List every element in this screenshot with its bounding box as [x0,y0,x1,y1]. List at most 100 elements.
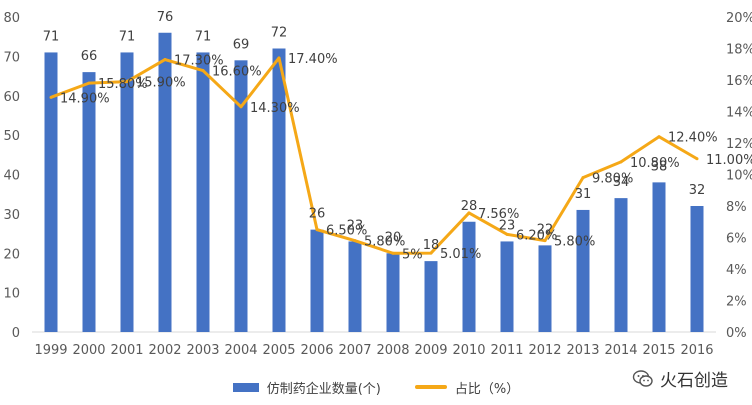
bar [538,245,552,332]
line-data-labels: 14.90%15.80%15.90% 17.30%16.60% 14.30% 17.4… [60,52,752,262]
legend-swatch-line [414,385,447,389]
bar [120,52,134,332]
bar [424,261,438,332]
y-right-tick: 18% [726,43,752,58]
line-point [581,176,585,180]
bar [576,209,590,332]
bar-data-label: 28 [461,199,478,214]
y-left-tick: 70 [3,50,20,65]
x-tick-label: 2014 [604,343,637,358]
y-right-tick: 10% [726,169,752,184]
line-data-label: 6.20% [516,228,557,243]
line-point [505,232,509,236]
x-tick-label: 2015 [642,343,675,358]
bar-data-label: 18 [423,238,440,253]
line-data-label: 15.90% [136,76,186,91]
line-data-label: 12.40% [668,131,718,146]
line-point [391,251,395,255]
bar [348,241,362,332]
legend: 仿制药企业数量(个) 占比（%） [0,376,752,398]
line-data-label: 7.56% [478,207,519,222]
line-point [467,211,471,215]
bar-data-label: 26 [309,207,326,222]
line-series [49,56,699,255]
y-right-tick: 2% [726,295,747,310]
x-tick-label: 2004 [224,343,257,358]
line-data-label: 10.80% [630,156,680,171]
line-data-label: 14.30% [250,101,300,116]
bar-data-label: 22 [537,222,554,237]
bar-data-label: 71 [195,29,212,44]
chart-svg: 0 10 20 30 40 50 60 70 80 0% 2% 4% 6% 8% 10% 12% 14% 16%… [3,10,752,358]
bar [234,60,248,332]
watermark: 火石创造 [632,366,728,391]
y-right-tick: 14% [726,106,752,121]
x-tick-label: 2005 [262,343,295,358]
legend-item-line: 占比（%） [414,378,519,397]
bar [614,198,628,332]
bar-data-label: 34 [613,175,630,190]
bar-data-label: 72 [271,26,288,41]
y-left-tick: 80 [3,11,20,26]
bar-series [44,32,704,332]
x-tick-label: 2002 [148,343,181,358]
y-right-tick: 6% [726,232,747,247]
line-data-label: 5.01% [440,247,481,262]
y-right-tick: 12% [726,137,752,152]
y-left-tick: 40 [3,169,20,184]
line-point [201,69,205,73]
watermark-text: 火石创造 [660,371,728,391]
bar-data-label: 20 [385,230,402,245]
bar-data-label: 76 [157,10,174,25]
y-right-tick: 8% [726,200,747,215]
y-left-tick: 20 [3,247,20,262]
bar-data-label: 38 [651,159,668,174]
bar-data-label: 66 [81,49,98,64]
line-point [49,95,53,99]
x-tick-label: 2013 [566,343,599,358]
bar [158,32,172,332]
bar-data-label: 23 [347,218,364,233]
bar-data-labels: 71 66 71 76 71 69 72 26 23 20 18 28 23 22 31 34 38 32 [43,10,706,253]
bar-data-label: 31 [575,187,592,202]
line-point [239,105,243,109]
y-right-tick: 0% [726,326,747,341]
y-left-tick: 30 [3,208,20,223]
right-axis: 0% 2% 4% 6% 8% 10% 12% 14% 16% 18% 20% [726,11,752,341]
line-data-label: 16.60% [212,65,262,80]
bar [652,182,666,332]
y-left-tick: 60 [3,90,20,105]
x-tick-label: 2007 [338,343,371,358]
line-data-label: 14.90% [60,91,110,106]
x-tick-label: 1999 [34,343,67,358]
y-left-tick: 10 [3,287,20,302]
bar [310,229,324,332]
x-tick-label: 2010 [452,343,485,358]
line-data-label: 17.40% [288,52,338,67]
left-axis: 0 10 20 30 40 50 60 70 80 [3,11,20,341]
bar [386,253,400,332]
line-point [87,81,91,85]
bar-data-label: 71 [119,29,136,44]
y-left-tick: 50 [3,129,20,144]
y-right-tick: 4% [726,263,747,278]
bar-data-label: 71 [43,29,60,44]
x-tick-label: 2012 [528,343,561,358]
line-point [657,135,661,139]
line-point [619,160,623,164]
y-right-tick: 20% [726,11,752,26]
x-tick-label: 2008 [376,343,409,358]
bar [500,241,514,332]
x-tick-label: 2003 [186,343,219,358]
legend-label-bar: 仿制药企业数量(个) [266,381,381,397]
x-tick-label: 2011 [490,343,523,358]
line-point [695,157,699,161]
bar-data-label: 32 [689,183,706,198]
line-point [543,239,547,243]
x-tick-label: 2001 [110,343,143,358]
line-data-label: 9.80% [592,172,633,187]
x-tick-label: 2000 [72,343,105,358]
line-data-label: 6.50% [326,224,367,239]
legend-swatch-bar [232,382,259,392]
line-data-label: 17.30% [174,54,224,69]
